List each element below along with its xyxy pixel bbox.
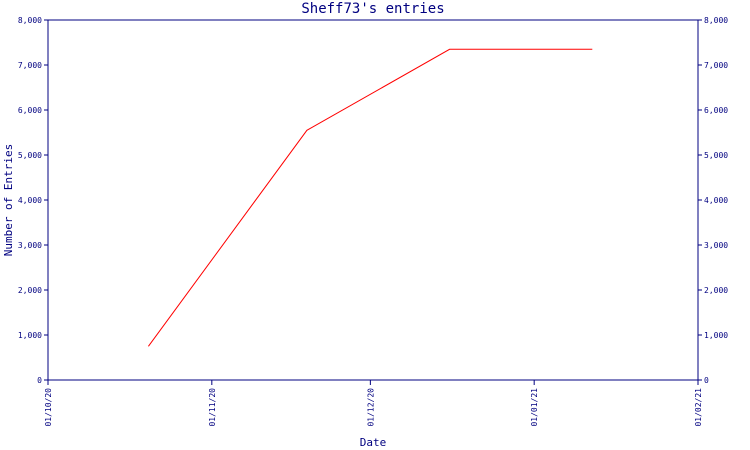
y-tick-label-right: 7,000 [704,61,728,70]
y-tick-label-left: 7,000 [18,61,42,70]
x-tick-label: 01/10/20 [44,388,53,427]
y-tick-label-right: 1,000 [704,331,728,340]
y-tick-label-right: 6,000 [704,106,728,115]
series-layer [147,48,593,347]
plot-frame [47,19,699,381]
y-axis-label: Number of Entries [2,144,15,257]
chart-title: Sheff73's entries [301,1,444,17]
x-axis-label: Date [360,436,387,449]
series-line [147,48,593,347]
y-tick-label-left: 5,000 [18,151,42,160]
y-tick-label-right: 2,000 [704,286,728,295]
x-tick-label: 01/01/21 [530,388,539,427]
y-tick-label-right: 0 [704,376,709,385]
y-tick-label-left: 4,000 [18,196,42,205]
x-axis: 01/10/20 01/11/20 01/12/20 01/01/21 01/02/21 [44,380,703,427]
y-tick-label-left: 3,000 [18,241,42,250]
y-tick-label-left: 0 [37,376,42,385]
y-axis-left: 0 1,000 2,000 3,000 4,000 5,000 6,000 7,000 8,00… [18,16,48,385]
y-tick-label-right: 5,000 [704,151,728,160]
y-tick-label-left: 2,000 [18,286,42,295]
y-tick-label-left: 8,000 [18,16,42,25]
y-tick-label-right: 8,000 [704,16,728,25]
y-tick-label-left: 1,000 [18,331,42,340]
y-tick-label-right: 3,000 [704,241,728,250]
y-tick-label-left: 6,000 [18,106,42,115]
y-axis-right: 0 1,000 2,000 3,000 4,000 5,000 6,000 7,000 8,00… [698,16,728,385]
x-tick-label: 01/11/20 [208,388,217,427]
x-tick-label: 01/12/20 [366,388,375,427]
x-tick-label: 01/02/21 [694,388,703,427]
y-tick-label-right: 4,000 [704,196,728,205]
